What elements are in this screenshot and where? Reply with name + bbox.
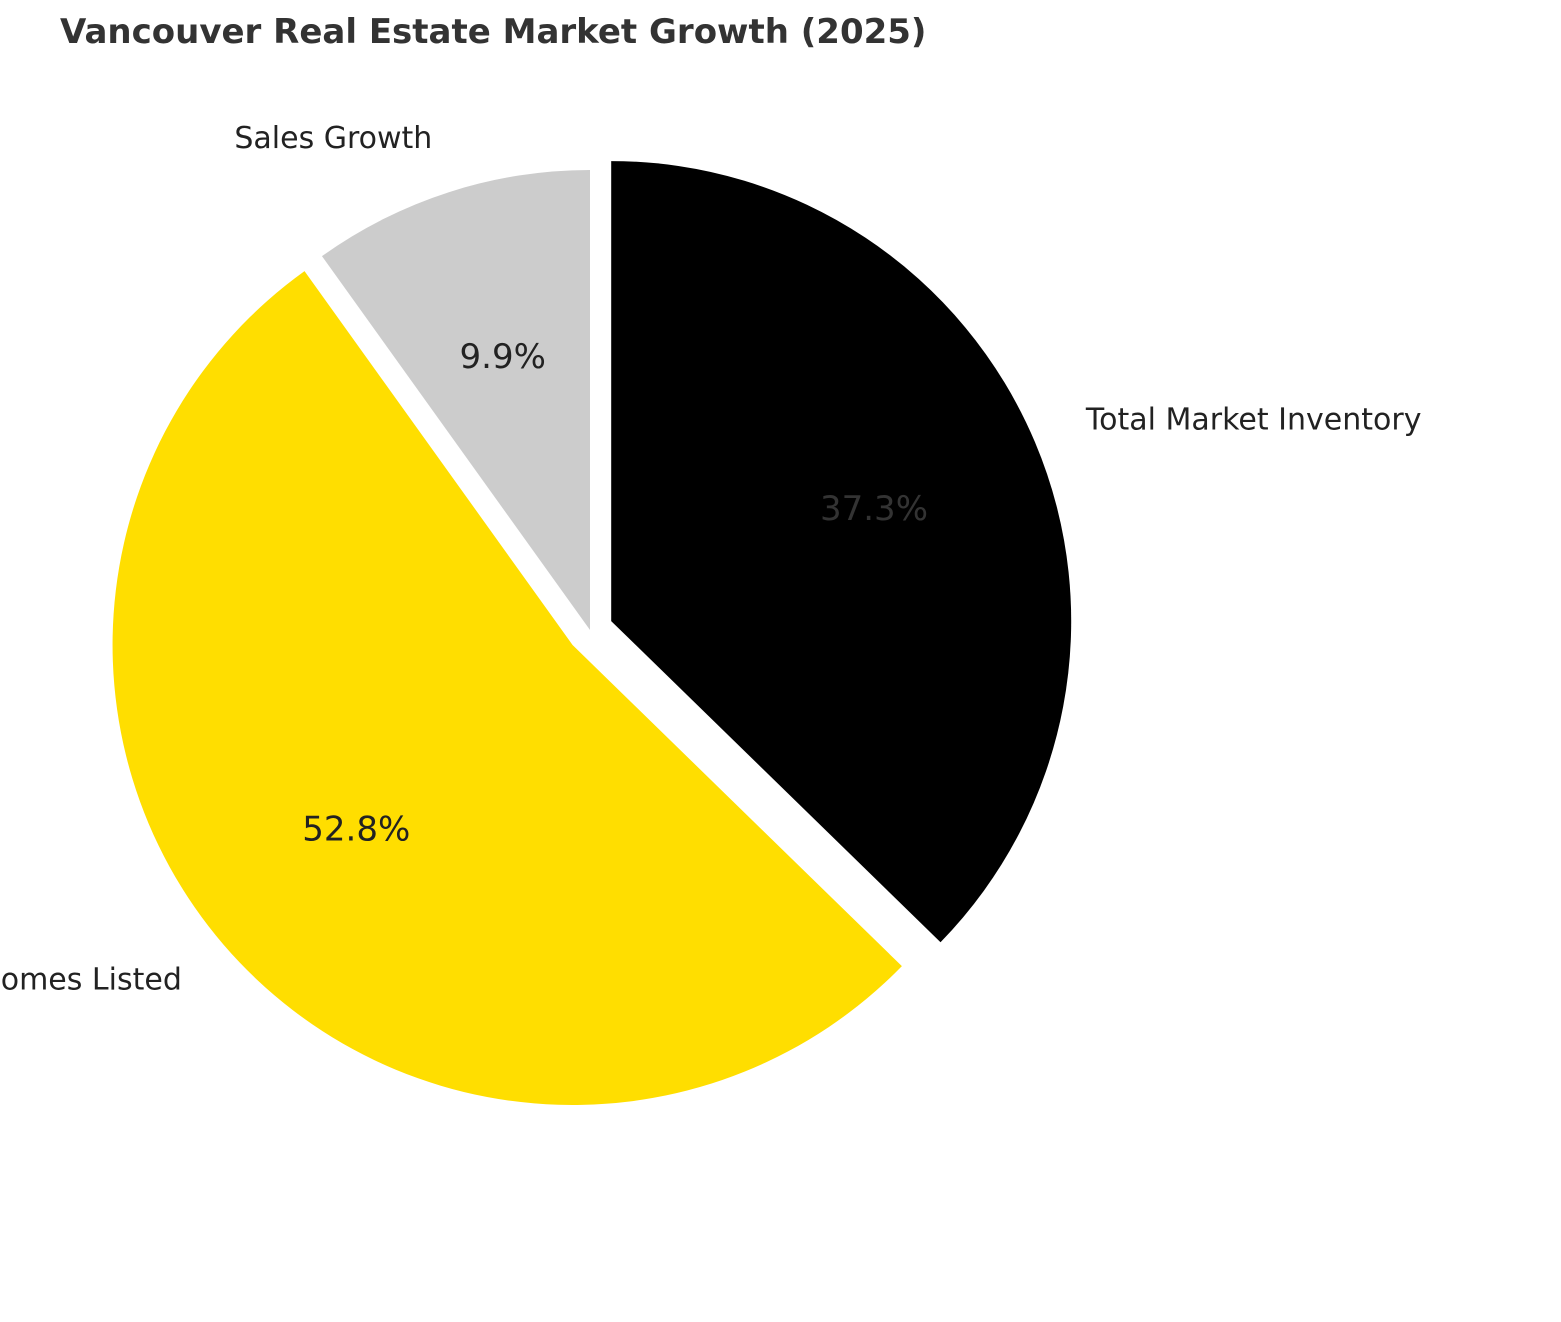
pie-pct-homes-listed: 52.8% (302, 809, 410, 849)
pie-pct-total-market-inventory: 37.3% (820, 489, 928, 529)
chart-container: Vancouver Real Estate Market Growth (202… (0, 0, 1561, 1322)
pie-chart: 37.3% 52.8% 9.9% Total Market Inventory Home… (0, 0, 1561, 1322)
pie-label-total-market-inventory: Total Market Inventory (1085, 402, 1422, 437)
pie-label-homes-listed: Homes Listed (0, 962, 182, 997)
pie-pct-sales-growth: 9.9% (460, 337, 546, 377)
chart-title: Vancouver Real Estate Market Growth (202… (60, 12, 926, 52)
pie-label-sales-growth: Sales Growth (234, 121, 432, 156)
